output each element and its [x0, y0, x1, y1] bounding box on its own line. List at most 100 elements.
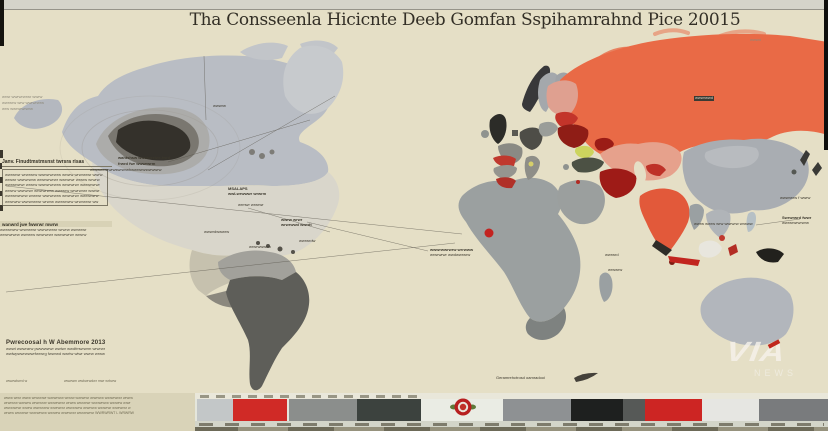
map-label: wwrw wrwr	[281, 217, 303, 222]
text-line: wrwrwrw wwrwrwrwr wrwrw wwrwrwrw wrwrwrw…	[5, 198, 99, 204]
margin-tick	[0, 163, 2, 169]
map-label: wwwrdwwwrw	[204, 229, 230, 234]
legend-swatch	[702, 399, 759, 421]
map-label: wwwrwwd	[694, 95, 714, 101]
text-line: wrwwr wwrwrwrw wrwrwrwrwr wwrwrwr wrwrw …	[5, 176, 100, 182]
map-boat-glyph	[574, 372, 598, 382]
map-label: wwwrwwrwrw wrrwww	[430, 247, 474, 252]
sidebar-notes-panel-2: wanwrd jwe fwwrwr mwrw wwrwrwrw wrwrwrwr…	[0, 221, 112, 238]
map-region-philippines	[746, 211, 756, 232]
map-region-indochina	[706, 209, 731, 238]
map-region-south-america	[226, 272, 310, 391]
legend-top-caption	[200, 394, 420, 398]
map-region-india	[639, 188, 690, 256]
map-region-germany	[519, 127, 543, 150]
text-line: wrwrwrwrw wwrwrw wrwrwrwr wwrwrwrwr wrwr…	[0, 232, 87, 238]
map-label: MSALAPS	[228, 186, 248, 191]
footnote-left: wwwwbwrd w	[6, 379, 28, 383]
map-region-sumatra	[652, 240, 672, 256]
via-logo-subtext: NEWS	[754, 368, 797, 378]
margin-tick	[0, 177, 3, 183]
map-marker-italy-yellow	[528, 161, 534, 167]
map-label: wwrwrwrwrwrw	[782, 220, 809, 225]
text-line: wwrwrwrw wrwrwrwr wwrwrwrwr wrwrw wwrwrw…	[0, 227, 87, 232]
world-map	[5, 28, 828, 391]
map-label: wrwwwrwrwrwswrwrwhwwrwrwswrwwrw	[90, 167, 162, 172]
map-region-nw-russia-pink	[546, 80, 578, 116]
map-region-turkey	[571, 157, 604, 173]
map-region-sulawesi	[728, 244, 738, 256]
map-region-south-africa	[525, 308, 566, 340]
legend-swatch	[357, 399, 421, 421]
map-label: Geramrehctrosd oamradooi	[496, 375, 545, 380]
right-edge-strip	[824, 0, 828, 150]
fine-print-line: wwrwrwrwr wrwrw wwrwrwrw wrwrwrwr wwrwrw…	[4, 406, 131, 410]
map-region-belarus	[555, 111, 578, 127]
map-label: wwrwrw wrw wwrwrwrw	[2, 100, 44, 105]
map-label: wwwrw	[213, 103, 226, 108]
map-region-ukraine	[557, 124, 589, 148]
map-label: Swrwrwrd fwwr	[782, 215, 812, 220]
legend-swatch	[623, 399, 645, 421]
map-region-korea	[791, 169, 797, 175]
map-region-iberia	[493, 165, 517, 179]
top-band	[0, 0, 828, 10]
notes-paragraph-box: wwrwrwr wrwrwrw wwrwrwrwrw wrwrw wrwrwrw…	[2, 169, 108, 207]
map-leader-lines	[5, 55, 801, 293]
map-region-arabia	[557, 180, 605, 225]
legend-swatch	[197, 399, 233, 421]
map-region-new-guinea	[756, 248, 784, 263]
legend-label-row	[195, 421, 828, 427]
map-label: wrmwr wrwrwr	[238, 202, 264, 207]
rose-emblem-icon	[450, 398, 476, 416]
map-marker-west-africa	[484, 228, 494, 238]
map-region-poland	[538, 121, 558, 137]
map-label: wwLwrwwwr wrwrm	[228, 191, 267, 196]
fine-print-block: wwrw wrwr wwrw wrwrwrwr wwrwrwrw wrwrw w…	[0, 393, 195, 431]
text-line: wwlwpwwrwwwrfwrwrg fwwrwd wwrtw wtwr wwr…	[6, 351, 105, 357]
map-terrain-blob-core	[116, 120, 191, 161]
map-contour-arc-outer	[59, 95, 241, 201]
margin-tick	[0, 150, 3, 158]
map-region-iran	[599, 168, 637, 198]
left-edge-strip	[0, 0, 4, 46]
map-region-africa	[458, 177, 581, 322]
divider	[2, 166, 112, 167]
map-region-japan	[800, 150, 822, 176]
map-region-russia	[560, 33, 828, 157]
map-marker-levant	[576, 180, 580, 184]
map-region-spain-red	[493, 155, 516, 167]
map-region-ireland	[481, 130, 489, 138]
map-label: wwrwrd	[605, 252, 619, 257]
text-line: wrwrw wwrwrwr wrwrwrwrw wwrwrw wrwrwrwr …	[5, 187, 100, 193]
legend-bottom-strip	[0, 427, 828, 431]
legend-tick-labels	[199, 422, 824, 426]
map-region-greenland	[283, 45, 344, 114]
source-heading: Pwrecoosal h W Abemmore 2013	[6, 340, 106, 346]
map-region-mongolia	[704, 145, 759, 169]
map-russia-arctic-arcs	[590, 28, 766, 66]
map-region-greece	[563, 164, 569, 170]
map-region-turkmenistan	[646, 163, 666, 176]
map-label: wrwrwwwrm	[249, 244, 271, 249]
map-region-madagascar	[599, 272, 613, 302]
fine-print-line: wwrw wrwr wwrw wrwrwrwr wwrwrwrw wrwrw w…	[4, 396, 133, 400]
legend-swatch	[571, 399, 623, 421]
map-region-java	[668, 256, 700, 266]
map-label: wrwr wwrwrwrwr wwrw	[2, 94, 43, 99]
margin-tick	[0, 191, 2, 196]
source-panel: Pwrecoosal h W Abemmore 2013 wwwt wwwrar…	[6, 340, 156, 357]
map-label: wahtshsw wwwwrstwr-fwrd	[118, 155, 171, 160]
fine-print-line: wrwrw wwrwrwr wrwrwrwrw wwrwrw wrwrwrwr …	[4, 411, 134, 415]
map-label: wwwrwrw f wwrw	[780, 195, 811, 200]
map-marker-indochina-red	[719, 235, 725, 241]
page-title: Tha Consseenla Hicicnte Deeb Gomfan Sspi…	[189, 10, 741, 30]
map-label: wwrw wwrw wrw wwrwrw wrwww	[694, 221, 753, 226]
map-region-caucasus	[594, 137, 614, 151]
map-region-alaska	[14, 98, 63, 129]
notes-heading: Janv. Finudtmstmsnst twrsra risas	[2, 159, 85, 165]
map-label: wrwrwwd wwrdt	[281, 222, 312, 227]
map-region-hungary-yellow	[574, 145, 594, 159]
legend-top-strip	[195, 393, 828, 399]
